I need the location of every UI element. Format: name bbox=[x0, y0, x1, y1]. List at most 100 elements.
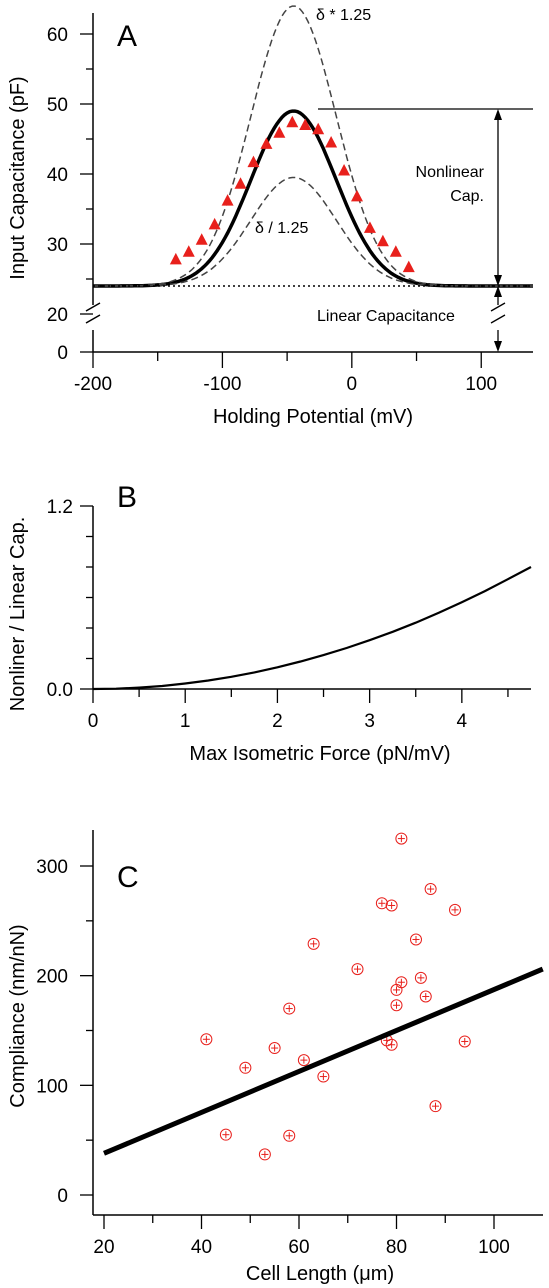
panel-b-x-axis-title: Max Isometric Force (pN/mV) bbox=[189, 743, 450, 765]
panel-a-y-tick-label: 30 bbox=[47, 235, 68, 256]
panel-b-ticks: 0 1 2 3 4 0.0 1.2 bbox=[47, 497, 509, 732]
panel-c-y-tick-label: 200 bbox=[36, 967, 68, 988]
panel-c-data-point bbox=[258, 1148, 271, 1161]
panel-c-point-circle bbox=[283, 1002, 296, 1015]
panel-c-data-point bbox=[239, 1061, 252, 1074]
panel-c-point-circle bbox=[410, 933, 422, 946]
panel-b-x-tick-label: 4 bbox=[457, 711, 468, 732]
panel-a-data-point bbox=[351, 189, 363, 202]
panel-c-data-point bbox=[385, 899, 398, 912]
panel-c-data-point bbox=[429, 1100, 442, 1113]
panel-a-data-point bbox=[195, 233, 208, 245]
panel-a-y-tick-label: 20 bbox=[47, 305, 68, 326]
panel-a-data-point bbox=[273, 126, 286, 138]
panel-c-point-circle bbox=[200, 1033, 213, 1046]
panel-c-point-circle bbox=[424, 883, 437, 896]
panel-a-axis-break-mark bbox=[85, 314, 101, 324]
panel-a-data-point bbox=[312, 122, 325, 135]
panel-c-data-point bbox=[390, 999, 403, 1012]
panel-a-arrow-break-mark bbox=[490, 302, 506, 312]
panel-a-annotation-nonlinear-line1: Nonlinear bbox=[416, 164, 485, 181]
panel-a-y-tick-label: 0 bbox=[57, 343, 68, 364]
panel-c-point-circle bbox=[307, 937, 320, 950]
panel-a-plot-area bbox=[93, 5, 533, 288]
panel-b-x-tick-label: 3 bbox=[364, 711, 375, 732]
panel-c-data-point bbox=[283, 1129, 296, 1142]
panel-c-point-circle bbox=[458, 1035, 471, 1048]
panel-c-point-circle bbox=[395, 976, 408, 989]
panel-c-x-tick-label: 20 bbox=[93, 1237, 114, 1258]
panel-c-data-point bbox=[307, 937, 320, 950]
panel-a-ticks: -200 -100 0 100 0 20 30 40 50 60 bbox=[47, 25, 497, 395]
panel-c-x-tick-label: 80 bbox=[386, 1237, 407, 1258]
panel-c-data-point bbox=[410, 933, 422, 946]
panel-c-point-circle bbox=[395, 832, 408, 845]
panel-b: 0 1 2 3 4 0.0 1.2 B Max Isometric Force (pN/mV… bbox=[7, 481, 532, 765]
panel-c-data-point bbox=[385, 1038, 398, 1051]
panel-a-data-point bbox=[182, 245, 195, 257]
panel-c-point-circle bbox=[449, 903, 461, 916]
panel-c-point-circle bbox=[419, 990, 432, 1003]
panel-a-data-point bbox=[376, 234, 389, 247]
panel-c-data-point bbox=[390, 983, 403, 996]
panel-a-data-point bbox=[260, 137, 273, 149]
panel-a-data-point bbox=[286, 115, 299, 128]
panel-a-annotation-linear: Linear Capacitance bbox=[317, 308, 455, 325]
panel-c-y-tick-label: 100 bbox=[36, 1076, 68, 1097]
panel-a-data-point bbox=[234, 177, 247, 189]
panel-a-x-tick-label: 0 bbox=[347, 374, 358, 395]
panel-c-y-tick-label: 300 bbox=[36, 857, 68, 878]
panel-a-data-point bbox=[338, 164, 351, 176]
panel-c-data-point bbox=[414, 971, 427, 984]
panel-a-data-point bbox=[389, 245, 402, 257]
panel-c-x-axis-title: Cell Length (μm) bbox=[246, 1263, 394, 1285]
panel-a-linear-arrowhead-top bbox=[494, 286, 502, 297]
panel-a-y-axis-title: Input Capacitance (pF) bbox=[7, 76, 29, 279]
panel-a-y-tick-label: 40 bbox=[47, 165, 68, 186]
panel-c-y-tick-label: 0 bbox=[57, 1186, 68, 1207]
panel-a-arrow-break-mark bbox=[490, 314, 506, 324]
panel-c-data-point bbox=[395, 976, 408, 989]
panel-c-point-circle bbox=[268, 1042, 281, 1055]
panel-a-y-tick-label: 50 bbox=[47, 95, 68, 116]
panel-c-data-point bbox=[317, 1070, 330, 1083]
panel-a-annotation-upper: δ * 1.25 bbox=[316, 7, 371, 24]
panel-c-point-circle bbox=[258, 1148, 271, 1161]
panel-c-x-tick-label: 100 bbox=[478, 1237, 510, 1258]
panel-a-series-1-line bbox=[93, 5, 533, 287]
panel-c-point-circle bbox=[385, 899, 398, 912]
panel-c-data-point bbox=[200, 1033, 213, 1046]
panel-a-annotation-nonlinear-line2: Cap. bbox=[450, 188, 484, 205]
panel-c-data-point bbox=[268, 1042, 281, 1055]
panel-c-data-point bbox=[219, 1128, 232, 1141]
panel-a-series-2-line bbox=[93, 176, 533, 287]
panel-c-point-circle bbox=[317, 1070, 330, 1083]
panel-b-x-tick-label: 2 bbox=[272, 711, 283, 732]
panel-a-data-point bbox=[247, 155, 260, 168]
panel-c-data-point bbox=[351, 963, 364, 976]
panel-a-data-point bbox=[325, 136, 338, 148]
panel-b-y-tick-label: 1.2 bbox=[47, 497, 73, 518]
panel-c-point-circle bbox=[239, 1061, 252, 1074]
panel-c-point-circle bbox=[219, 1128, 232, 1141]
panel-a-data-point bbox=[363, 221, 376, 233]
panel-b-series-line bbox=[92, 566, 532, 691]
panel-a-nonlinear-arrowhead-bottom bbox=[494, 275, 502, 286]
panel-c-x-tick-label: 60 bbox=[288, 1237, 309, 1258]
panel-c-data-point bbox=[424, 883, 437, 896]
panel-a-x-tick-label: -200 bbox=[74, 374, 112, 395]
panel-c-regression-line bbox=[103, 966, 544, 1156]
panel-a-nonlinear-arrowhead-top bbox=[494, 109, 502, 120]
panel-a-linear-arrowhead-bottom bbox=[494, 341, 502, 352]
panel-a-data-point bbox=[169, 252, 182, 265]
panel-b-plot-area bbox=[92, 566, 532, 691]
panel-c-letter: C bbox=[117, 861, 139, 894]
panel-c-data-point bbox=[297, 1054, 310, 1067]
panel-b-x-tick-label: 1 bbox=[180, 711, 191, 732]
panel-c-point-circle bbox=[429, 1100, 442, 1113]
panel-c-data-point bbox=[449, 903, 461, 916]
panel-c-plot-area bbox=[103, 832, 544, 1161]
panel-b-y-axis-title: Nonliner / Linear Cap. bbox=[7, 517, 29, 712]
panel-a-x-axis-title: Holding Potential (mV) bbox=[213, 406, 413, 428]
